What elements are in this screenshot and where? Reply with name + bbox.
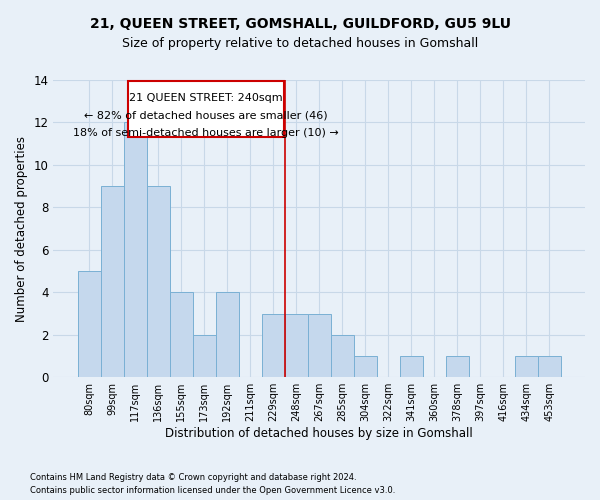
- Bar: [146, 186, 170, 377]
- Bar: [354, 356, 377, 377]
- Bar: [215, 292, 239, 377]
- X-axis label: Distribution of detached houses by size in Gomshall: Distribution of detached houses by size …: [166, 427, 473, 440]
- Bar: [400, 356, 423, 377]
- Text: Size of property relative to detached houses in Gomshall: Size of property relative to detached ho…: [122, 38, 478, 51]
- Text: ← 82% of detached houses are smaller (46): ← 82% of detached houses are smaller (46…: [85, 110, 328, 120]
- Bar: [101, 186, 124, 377]
- Bar: [77, 271, 101, 377]
- Bar: [308, 314, 331, 377]
- Text: Contains HM Land Registry data © Crown copyright and database right 2024.: Contains HM Land Registry data © Crown c…: [30, 472, 356, 482]
- Bar: [170, 292, 193, 377]
- Bar: [446, 356, 469, 377]
- Bar: [124, 122, 146, 377]
- Y-axis label: Number of detached properties: Number of detached properties: [15, 136, 28, 322]
- Text: 21 QUEEN STREET: 240sqm: 21 QUEEN STREET: 240sqm: [130, 92, 283, 102]
- FancyBboxPatch shape: [128, 81, 284, 138]
- Bar: [515, 356, 538, 377]
- Text: 18% of semi-detached houses are larger (10) →: 18% of semi-detached houses are larger (…: [73, 128, 339, 138]
- Bar: [262, 314, 284, 377]
- Bar: [331, 335, 354, 377]
- Bar: [193, 335, 215, 377]
- Bar: [538, 356, 561, 377]
- Text: Contains public sector information licensed under the Open Government Licence v3: Contains public sector information licen…: [30, 486, 395, 495]
- Text: 21, QUEEN STREET, GOMSHALL, GUILDFORD, GU5 9LU: 21, QUEEN STREET, GOMSHALL, GUILDFORD, G…: [89, 18, 511, 32]
- Bar: [284, 314, 308, 377]
